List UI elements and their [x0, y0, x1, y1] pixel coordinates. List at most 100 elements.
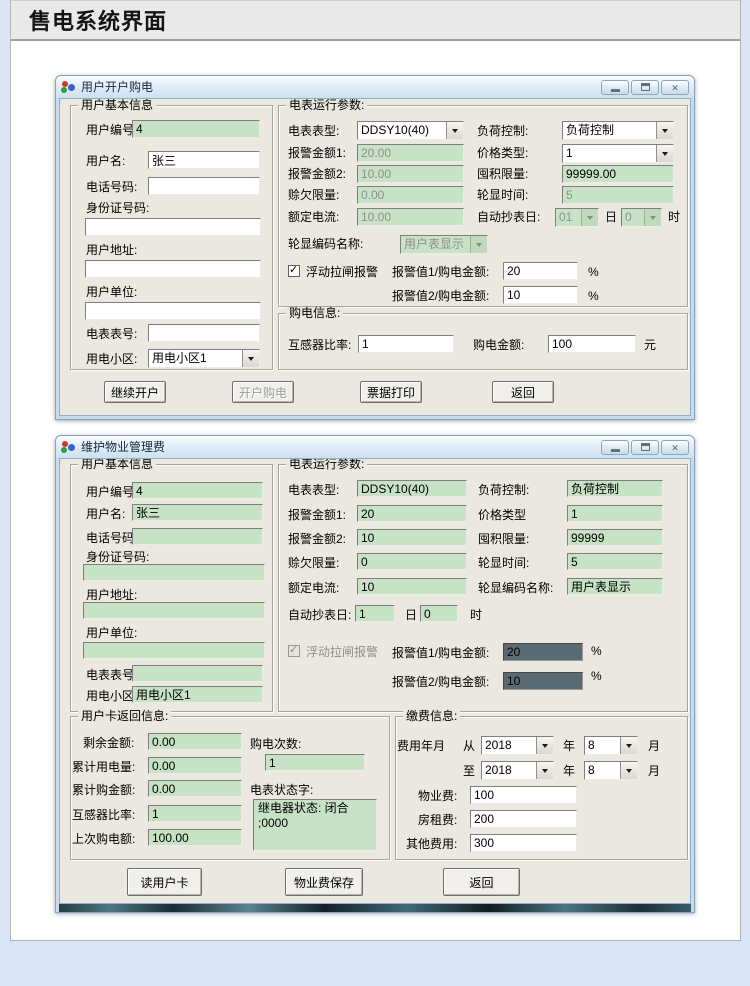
- rent-fee-input[interactable]: [470, 810, 577, 828]
- float-trip-alarm-checkbox: [288, 644, 300, 657]
- meter-type-value: DDSY10(40): [361, 123, 430, 137]
- property-fee-input[interactable]: [470, 786, 577, 804]
- phone-input[interactable]: [148, 177, 260, 195]
- phone-label: 电话号码:: [86, 531, 138, 545]
- chevron-down-icon[interactable]: [446, 122, 463, 139]
- continue-open-button[interactable]: 继续开户: [104, 381, 166, 403]
- back-button[interactable]: 返回: [492, 381, 554, 403]
- from-year-combo[interactable]: 2018: [481, 736, 554, 755]
- user-name-label: 用户名:: [86, 154, 126, 168]
- rent-fee-label: 房租费:: [418, 813, 458, 827]
- from-month-value: 8: [588, 738, 595, 752]
- user-id-label: 用户编号:: [86, 123, 138, 137]
- print-receipt-button[interactable]: 票据打印: [360, 381, 422, 403]
- address-input[interactable]: [85, 260, 261, 278]
- read-user-card-button[interactable]: 读用户卡: [127, 868, 202, 896]
- price-type-input: [567, 505, 663, 522]
- from-month-combo[interactable]: 8: [584, 736, 638, 755]
- day-label: 日: [605, 210, 618, 224]
- user-name-input[interactable]: [148, 151, 260, 169]
- id-card-input[interactable]: [85, 218, 261, 236]
- chevron-down-icon[interactable]: [656, 145, 673, 162]
- meter-type-combo[interactable]: DDSY10(40): [357, 121, 464, 140]
- hoard-limit-input: [567, 529, 663, 546]
- to-year-combo[interactable]: 2018: [481, 761, 554, 780]
- minimize-icon: [610, 88, 620, 92]
- minimize-button[interactable]: [601, 439, 629, 455]
- minimize-button[interactable]: [601, 79, 629, 95]
- dialog-property-fee: 维护物业管理费 用户基本信息 用户编号: 用户名: 电话号码: 身份证号码: 用…: [55, 435, 695, 913]
- chevron-down-icon: [644, 209, 661, 226]
- back-button[interactable]: 返回: [443, 868, 520, 896]
- close-button[interactable]: [661, 439, 689, 455]
- price-type-combo[interactable]: 1: [562, 144, 674, 163]
- alarm-ratio1-input[interactable]: [503, 262, 578, 280]
- alarm-ratio2-input[interactable]: [503, 286, 578, 304]
- unit-input: [83, 642, 265, 659]
- titlebar[interactable]: 用户开户购电: [56, 76, 694, 98]
- group-card-return-info: 用户卡返回信息:: [70, 710, 390, 860]
- ct-ratio-input[interactable]: [358, 335, 454, 353]
- chevron-down-icon[interactable]: [620, 737, 637, 754]
- last-purchase-input: [148, 829, 242, 846]
- alarm-ratio2-label: 报警值2/购电金额:: [392, 289, 490, 303]
- display-code-input: [567, 578, 663, 595]
- hoard-limit-label: 囤积限量:: [477, 167, 529, 181]
- window-title: 用户开户购电: [81, 80, 154, 94]
- auto-read-hour-combo: 0: [621, 208, 662, 227]
- rated-current-label: 额定电流:: [288, 210, 340, 224]
- unit-input[interactable]: [85, 302, 261, 320]
- meter-type-input: [357, 480, 467, 497]
- purchase-amount-input[interactable]: [548, 335, 636, 353]
- chevron-down-icon[interactable]: [536, 737, 553, 754]
- chevron-down-icon[interactable]: [620, 762, 637, 779]
- window-title: 维护物业管理费: [81, 440, 166, 454]
- chevron-down-icon[interactable]: [242, 350, 259, 367]
- from-label: 从: [463, 739, 476, 753]
- hoard-limit-input: [562, 165, 674, 183]
- display-code-value: 用户表显示: [404, 237, 465, 251]
- credit-limit-label: 赊欠限量:: [288, 556, 340, 570]
- price-type-label: 价格类型:: [477, 146, 529, 160]
- hoard-limit-label: 囤积限量:: [478, 532, 530, 546]
- alarm-ratio1-input: [503, 643, 583, 661]
- id-card-label: 身份证号码:: [86, 201, 150, 215]
- auto-read-day-label: 自动抄表日:: [288, 608, 352, 622]
- other-fee-label: 其他费用:: [406, 837, 458, 851]
- purchase-amount-label: 购电金额:: [473, 338, 525, 352]
- titlebar[interactable]: 维护物业管理费: [56, 436, 694, 458]
- meter-no-input[interactable]: [148, 324, 260, 342]
- to-month-combo[interactable]: 8: [584, 761, 638, 780]
- dialog1-client-area: 用户基本信息 用户编号: 用户名: 电话号码: 身份证号码: 用户地址: 用户单…: [59, 98, 691, 416]
- purchase-times-label: 购电次数:: [250, 737, 302, 751]
- other-fee-input[interactable]: [470, 834, 577, 852]
- close-button[interactable]: [661, 78, 689, 96]
- maximize-button[interactable]: [631, 439, 659, 455]
- minimize-icon: [610, 448, 620, 452]
- percent-label: %: [591, 644, 602, 658]
- save-property-fee-button[interactable]: 物业费保存: [285, 868, 363, 896]
- float-trip-alarm-checkbox[interactable]: [288, 264, 300, 277]
- year-label: 年: [563, 739, 576, 753]
- user-id-label: 用户编号:: [86, 485, 138, 499]
- alarm1-input: [357, 505, 467, 522]
- chevron-down-icon[interactable]: [536, 762, 553, 779]
- unit-label: 用户单位:: [86, 285, 138, 299]
- meter-no-label: 电表表号:: [86, 327, 138, 341]
- alarm2-label: 报警金额2:: [288, 532, 347, 546]
- from-year-value: 2018: [485, 738, 512, 752]
- user-id-input: [132, 482, 263, 499]
- group-purchase-info-title: 购电信息:: [286, 307, 344, 320]
- district-combo[interactable]: 用电小区1: [148, 349, 260, 368]
- close-icon: [671, 78, 679, 96]
- float-trip-alarm-label: 浮动拉闸报警: [306, 645, 379, 659]
- alarm2-input: [357, 529, 467, 546]
- cycle-time-label: 轮显时间:: [477, 188, 529, 202]
- app-icon: [61, 80, 76, 94]
- chevron-down-icon[interactable]: [656, 122, 673, 139]
- alarm-ratio1-label: 报警值1/购电金额:: [392, 646, 490, 660]
- load-control-combo[interactable]: 负荷控制: [562, 121, 674, 140]
- maximize-button[interactable]: [631, 79, 659, 95]
- meter-status-word-label: 电表状态字:: [250, 783, 314, 797]
- cycle-time-input: [562, 186, 674, 204]
